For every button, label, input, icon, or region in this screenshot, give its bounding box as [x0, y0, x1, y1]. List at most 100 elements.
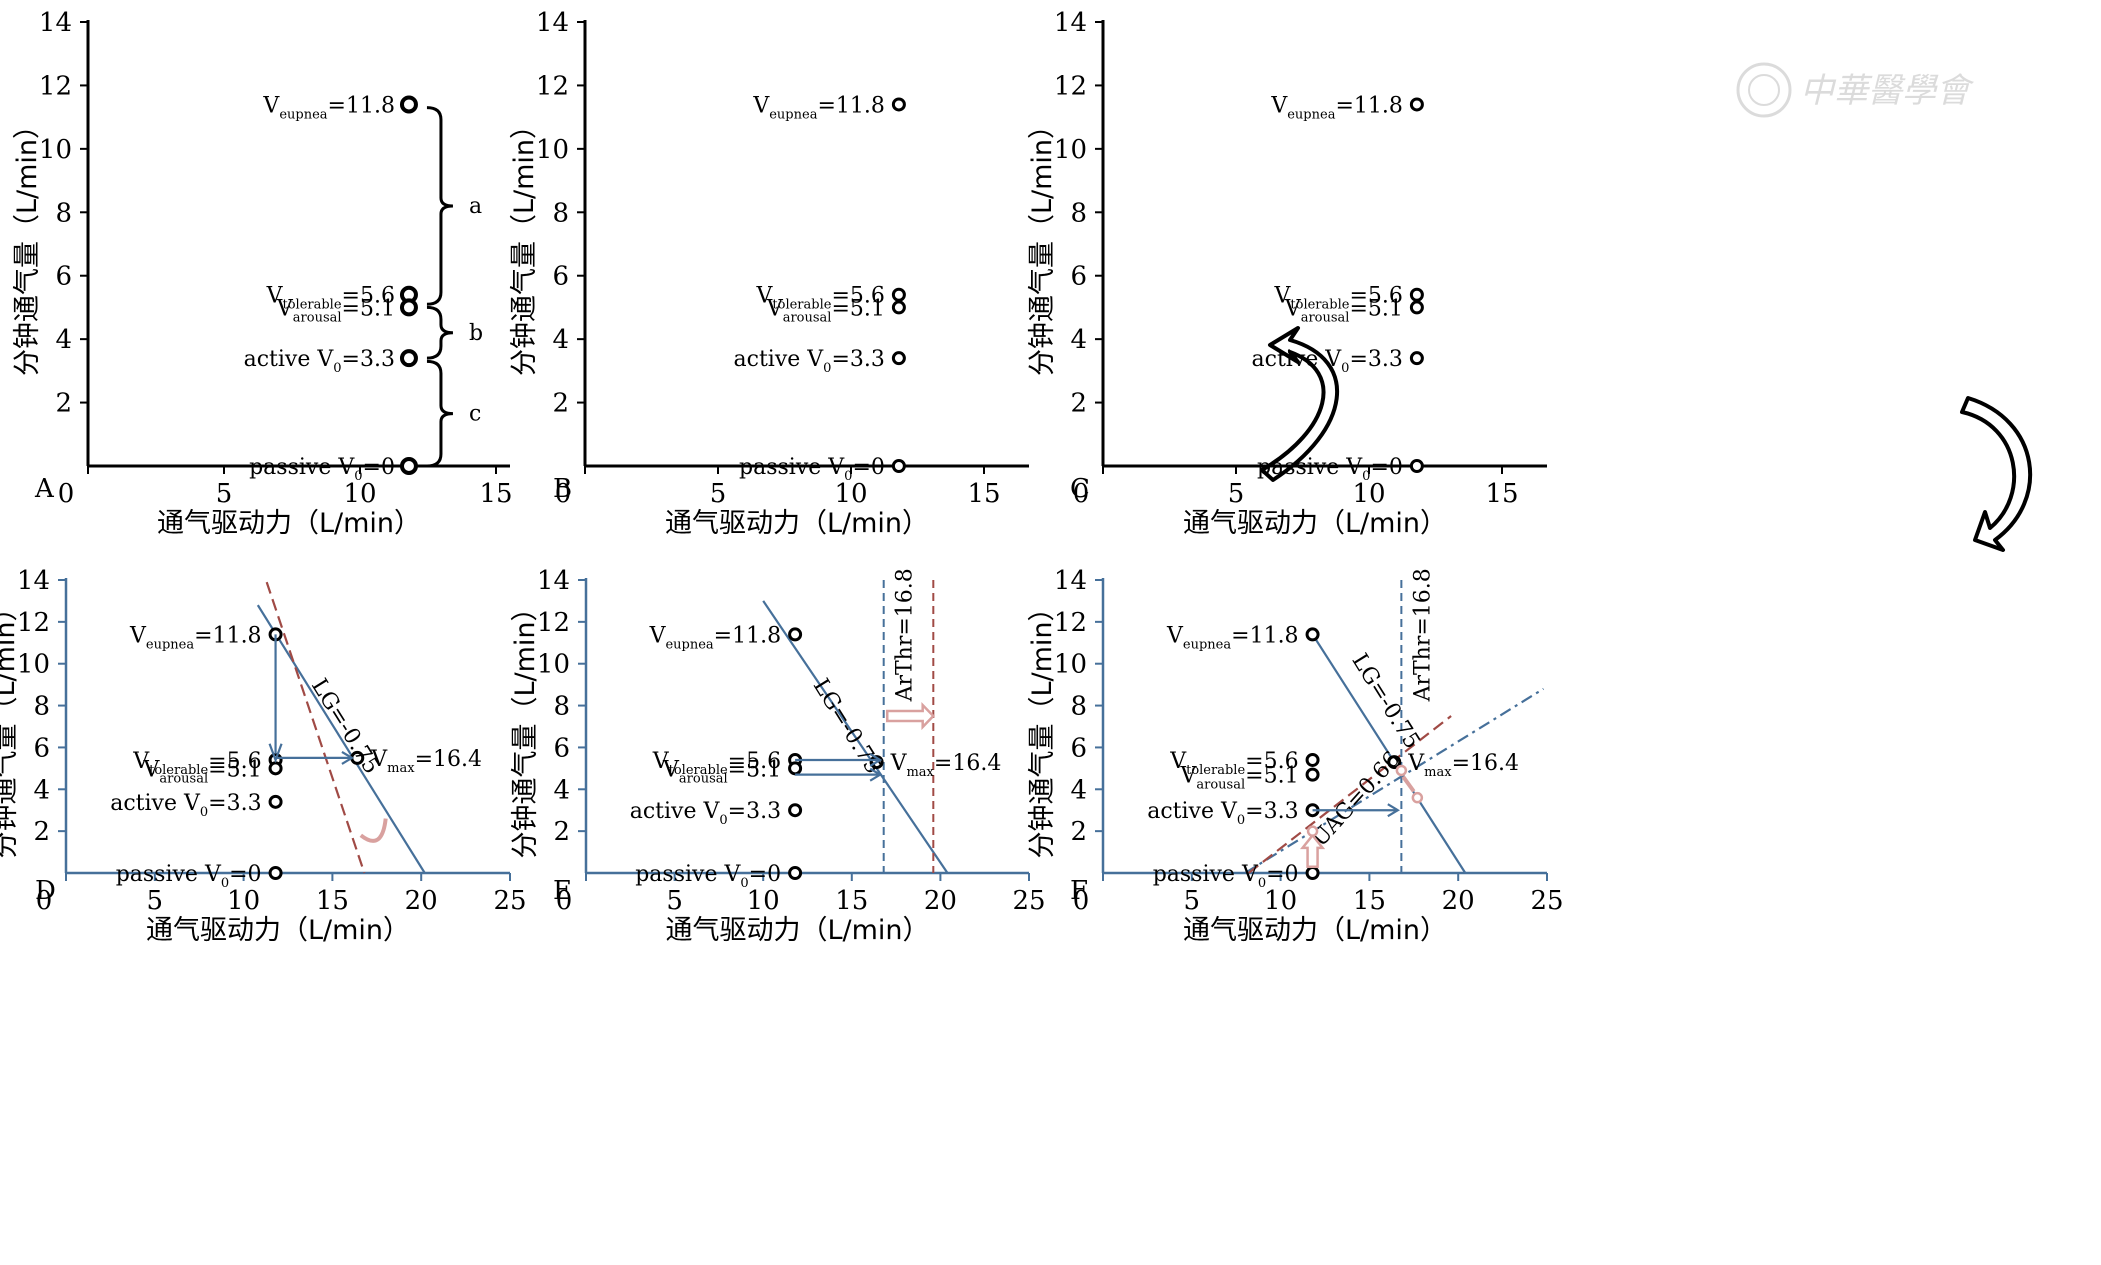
y-tick-label: 6 — [553, 733, 570, 763]
point-label: active V0=3.3 — [734, 347, 885, 376]
y-tick-label: 8 — [1070, 198, 1087, 228]
y-tick-label: 8 — [553, 692, 570, 722]
point-label: passive V0=0 — [1153, 862, 1299, 891]
y-axis-title: 分钟通气量（L/min） — [509, 112, 540, 376]
x-tick-label: 25 — [1012, 886, 1045, 916]
x-tick-label: 15 — [1353, 886, 1386, 916]
block-arrow-up — [1299, 833, 1326, 868]
point-label: Veupnea=11.8 — [1270, 93, 1403, 122]
point-label: active V0=3.3 — [1147, 799, 1298, 828]
series-line — [762, 600, 949, 874]
x-tick-label: 15 — [479, 479, 512, 509]
data-point — [1305, 767, 1320, 782]
point-label: Vtolerable=5.6 — [1169, 749, 1298, 778]
brace-label: c — [469, 402, 481, 427]
point-label: Varousal=5.1 — [1284, 296, 1403, 325]
y-tick-label: 4 — [33, 775, 50, 805]
x-tick-label: 20 — [1442, 886, 1475, 916]
point-label: Vtolerable=5.6 — [756, 284, 885, 313]
point-label: active V0=3.3 — [1252, 347, 1403, 376]
y-tick-label: 2 — [553, 817, 570, 847]
point-label: Vmax=16.4 — [1407, 751, 1519, 780]
x-tick-label: 25 — [493, 886, 526, 916]
threshold-label: ArThr=16.8 — [1410, 568, 1435, 702]
y-tick-label: 6 — [1070, 262, 1087, 292]
curved-pink-arrow — [359, 818, 388, 843]
y-tick-label: 6 — [33, 733, 50, 763]
y-tick-label: 2 — [1070, 389, 1087, 419]
point-label: passive V0=0 — [249, 455, 395, 484]
y-tick-label: 14 — [17, 566, 50, 596]
y-tick-label: 8 — [552, 198, 569, 228]
point-label: passive V0=0 — [739, 455, 885, 484]
brace — [426, 106, 454, 306]
y-tick-label: 4 — [55, 325, 72, 355]
x-tick-label: 10 — [1352, 479, 1385, 509]
point-label: Vmax=16.4 — [370, 747, 482, 776]
brace — [426, 305, 454, 360]
x-tick-label: 0 — [556, 886, 573, 916]
point-label: Varousal=5.1 — [276, 296, 395, 325]
point-label: Veupnea=11.8 — [649, 623, 782, 652]
y-tick-label: 10 — [537, 650, 570, 680]
data-point — [1305, 866, 1320, 880]
x-axis-title: 通气驱动力（L/min） — [1183, 915, 1447, 946]
panel-letter: D — [35, 876, 56, 906]
data-point — [1409, 287, 1424, 302]
y-tick-label: 10 — [17, 650, 50, 680]
x-axis-title: 通气驱动力（L/min） — [1183, 508, 1447, 539]
panel-letter: A — [34, 474, 55, 504]
panel-letter: C — [1070, 474, 1090, 504]
y-axis-title: 分钟通气量（L/min） — [1027, 594, 1058, 858]
y-tick-label: 4 — [1070, 775, 1087, 805]
y-tick-label: 14 — [537, 566, 570, 596]
data-point — [268, 761, 283, 776]
data-point — [891, 300, 906, 315]
y-axis-title: 分钟通气量（L/min） — [0, 594, 21, 858]
arrow-head — [268, 743, 283, 764]
x-tick-label: 15 — [967, 479, 1000, 509]
y-tick-label: 8 — [33, 692, 50, 722]
point-label: passive V0=0 — [635, 862, 781, 891]
data-point — [1409, 300, 1424, 315]
x-tick-label: 5 — [1184, 886, 1201, 916]
panel-letter: B — [553, 474, 572, 504]
point-label: Varousal=5.1 — [662, 757, 781, 786]
point-label: Varousal=5.1 — [1180, 764, 1299, 793]
y-tick-label: 12 — [537, 608, 570, 638]
x-tick-label: 5 — [216, 479, 233, 509]
uag-label: UAG=0.66 — [1307, 747, 1405, 852]
point-label: active V0=3.3 — [244, 347, 395, 376]
panel-F: 2 4 6 8 10 12 14 0 5 10 15 20 25 通气驱动力（L/min） 分钟通气量（L/… — [1027, 566, 1564, 946]
panel-E: 2 4 6 8 10 12 14 0 5 10 15 20 25 通气驱动力（L/min） 分钟通气量（L/… — [510, 566, 1046, 946]
y-tick-label: 14 — [1054, 8, 1087, 38]
data-point — [788, 761, 803, 776]
data-point — [788, 627, 803, 642]
watermark-text: 中華醫學會 — [1800, 71, 1975, 111]
point-label: Vtolerable=5.6 — [266, 284, 395, 313]
y-tick-label: 12 — [17, 608, 50, 638]
pink-marker — [1395, 764, 1408, 777]
panel-A: 2 4 6 8 10 12 14 0 5 10 15 通气驱动力（L/min） 分钟通气量（L/min）… — [12, 8, 513, 539]
x-tick-label: 0 — [36, 886, 53, 916]
data-point — [268, 866, 283, 880]
y-tick-label: 10 — [39, 135, 72, 165]
series-line — [265, 581, 366, 874]
pink-marker — [1306, 825, 1319, 837]
x-axis-title: 通气驱动力（L/min） — [665, 915, 929, 946]
point-label: Vmax=16.4 — [890, 751, 1002, 780]
y-tick-label: 4 — [552, 325, 569, 355]
panel-letter: E — [553, 876, 572, 906]
y-tick-label: 12 — [1054, 608, 1087, 638]
y-tick-label: 4 — [1070, 325, 1087, 355]
x-axis-title: 通气驱动力（L/min） — [146, 915, 410, 946]
series-line — [1311, 633, 1467, 874]
x-tick-label: 10 — [227, 886, 260, 916]
y-tick-label: 8 — [1070, 692, 1087, 722]
x-tick-label: 0 — [1073, 479, 1090, 509]
y-axis-title: 分钟通气量（L/min） — [510, 594, 541, 858]
point-label: Vtolerable=5.6 — [132, 749, 261, 778]
x-tick-label: 0 — [1073, 886, 1090, 916]
arrow-head — [1387, 803, 1400, 818]
y-tick-label: 2 — [1070, 817, 1087, 847]
